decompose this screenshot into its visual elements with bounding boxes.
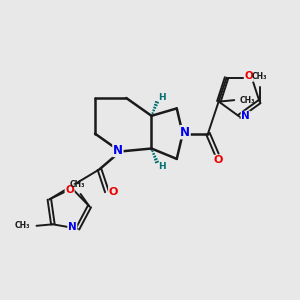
Text: H: H xyxy=(158,94,166,103)
Text: O: O xyxy=(109,187,118,196)
Text: O: O xyxy=(244,71,253,81)
Text: N: N xyxy=(68,222,77,232)
Text: CH₃: CH₃ xyxy=(252,72,267,81)
Text: H: H xyxy=(158,162,166,171)
Text: N: N xyxy=(241,111,250,122)
Text: N: N xyxy=(180,126,190,139)
Text: CH₃: CH₃ xyxy=(69,180,85,189)
Text: O: O xyxy=(214,155,223,165)
Text: CH₃: CH₃ xyxy=(240,96,255,105)
Text: O: O xyxy=(65,185,74,195)
Text: CH₃: CH₃ xyxy=(15,221,31,230)
Text: N: N xyxy=(113,143,123,157)
